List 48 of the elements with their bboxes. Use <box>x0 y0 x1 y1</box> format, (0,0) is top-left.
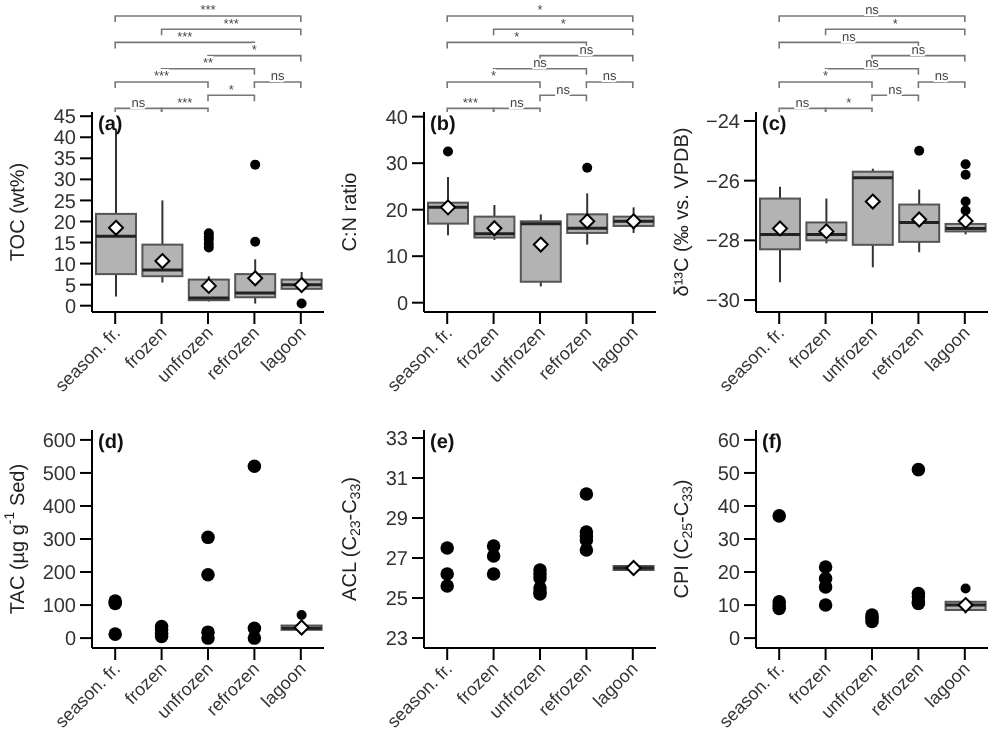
chart-title: (c) <box>762 114 787 136</box>
chart-title: (a) <box>98 114 123 136</box>
y-tick-label: 20 <box>717 563 741 586</box>
y-tick-label: 0 <box>396 293 409 316</box>
y-tick-label: 400 <box>42 497 77 520</box>
y-tick-label: 15 <box>53 233 77 256</box>
y-tick-label: 29 <box>385 509 409 532</box>
y-tick-label: 20 <box>53 212 77 235</box>
y-tick-label: 500 <box>42 464 77 487</box>
y-tick-label: 25 <box>385 589 409 612</box>
y-tick-label: 100 <box>42 596 77 619</box>
y-tick-label: −26 <box>706 171 741 194</box>
y-tick-label: −30 <box>706 291 741 314</box>
y-tick-label: 30 <box>53 170 77 193</box>
y-axis-title: δ¹³C (‰ vs. VPDB) <box>671 127 693 297</box>
y-tick-label: 300 <box>42 530 77 553</box>
y-tick-label: 35 <box>53 149 77 172</box>
y-tick-label: 10 <box>385 247 409 270</box>
chart-title: (e) <box>430 432 455 454</box>
y-tick-label: 50 <box>717 464 741 487</box>
y-tick-label: 33 <box>385 429 409 452</box>
y-tick-label: 20 <box>385 200 409 223</box>
y-axis-title: C:N ratio <box>339 171 361 252</box>
y-tick-label: 27 <box>385 549 409 572</box>
y-tick-label: 0 <box>64 296 77 319</box>
y-tick-label: 600 <box>42 431 77 454</box>
y-tick-label: −28 <box>706 231 741 254</box>
y-tick-label: 40 <box>53 128 77 151</box>
y-tick-label: 0 <box>728 629 741 652</box>
chart-title: (f) <box>762 432 782 454</box>
chart-title: (b) <box>430 114 456 136</box>
y-tick-label: −24 <box>706 112 741 135</box>
y-axis-title: TOC (wt%) <box>7 162 29 262</box>
chart-title: (d) <box>98 432 124 454</box>
y-tick-label: 30 <box>385 154 409 177</box>
y-tick-label: 200 <box>42 563 77 586</box>
y-tick-label: 5 <box>64 275 77 298</box>
y-tick-label: 10 <box>717 596 741 619</box>
y-tick-label: 45 <box>53 107 77 130</box>
y-tick-label: 31 <box>385 469 409 492</box>
y-tick-label: 30 <box>717 530 741 553</box>
y-tick-label: 23 <box>385 629 409 652</box>
y-tick-label: 0 <box>64 629 77 652</box>
y-tick-label: 25 <box>53 191 77 214</box>
y-tick-label: 10 <box>53 254 77 277</box>
y-tick-label: 40 <box>717 497 741 520</box>
y-tick-label: 60 <box>717 431 741 454</box>
y-tick-label: 40 <box>385 107 409 130</box>
